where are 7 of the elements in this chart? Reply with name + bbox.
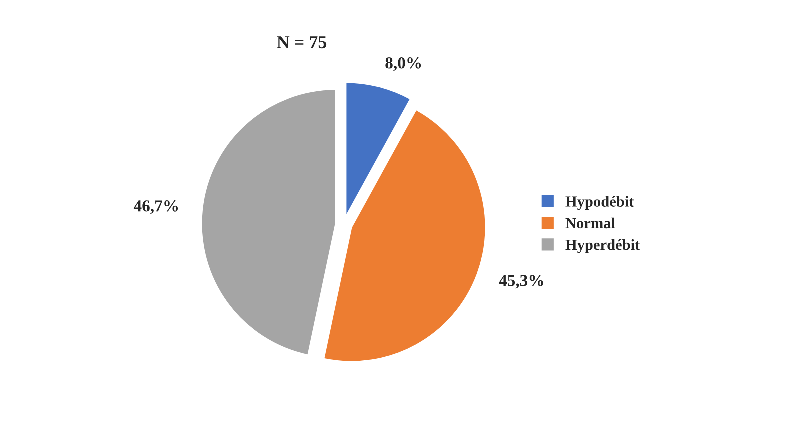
legend-label: Normal [566, 218, 616, 229]
data-label: 8,0% [386, 58, 422, 72]
data-label: 46,7% [134, 200, 178, 214]
legend-label: Hypodébit [566, 196, 634, 210]
legend-label: Hyperdébit [566, 239, 640, 254]
chart-title: N = 75 [277, 36, 327, 49]
data-label: 45,3% [499, 275, 544, 289]
